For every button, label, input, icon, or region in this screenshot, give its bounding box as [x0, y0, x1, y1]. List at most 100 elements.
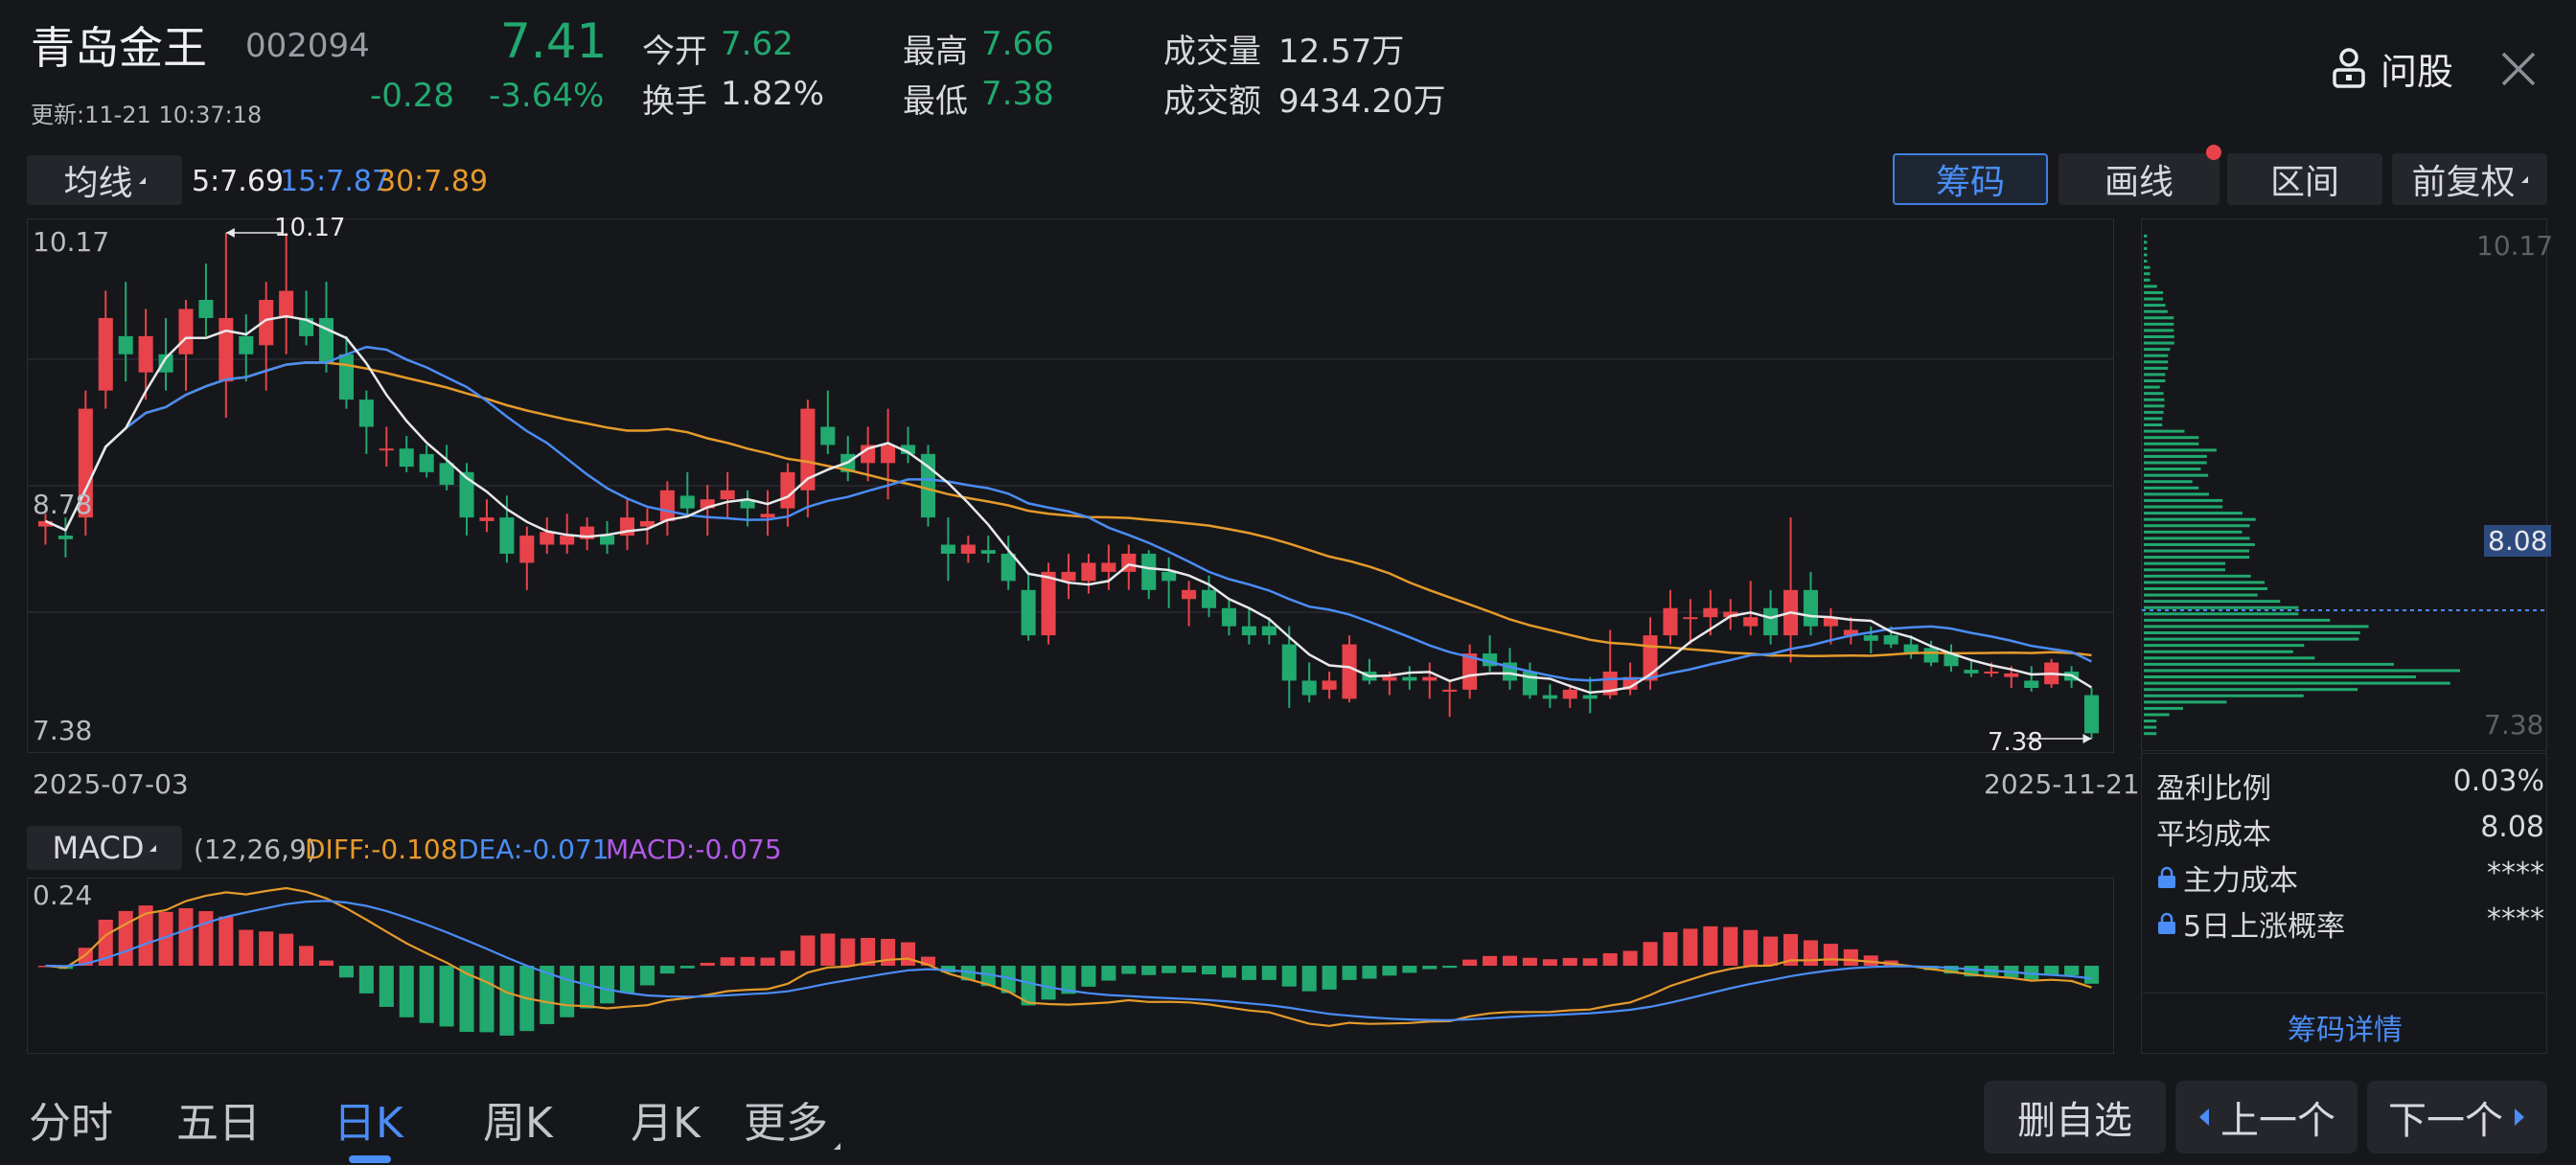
rise-prob-value: ****: [2487, 902, 2544, 936]
candle-body: [499, 517, 515, 554]
macd-bar: [1823, 944, 1838, 966]
macd-bar: [439, 966, 454, 1027]
chip-bar: [2144, 278, 2150, 282]
triangle-right-icon: [2515, 1108, 2524, 1126]
candle-body: [239, 335, 254, 354]
kline-chart[interactable]: [27, 218, 2114, 753]
chip-bar: [2144, 329, 2174, 332]
chip-bar: [2144, 650, 2293, 653]
macd-bar: [700, 962, 715, 966]
open-label: 今开: [642, 33, 707, 71]
macd-bar: [1422, 966, 1438, 970]
candle-body: [800, 408, 816, 491]
close-icon[interactable]: [2499, 50, 2538, 92]
candle-body: [1622, 676, 1638, 690]
candle-body: [1823, 617, 1838, 627]
prev-stock-button[interactable]: 上一个: [2175, 1081, 2358, 1154]
divider: [2143, 993, 2545, 994]
macd-bar: [338, 966, 354, 978]
chip-bar: [2144, 530, 2242, 534]
adjust-selector[interactable]: 前复权: [2392, 153, 2547, 205]
candle-body: [1261, 626, 1276, 636]
chip-distribution-panel: [2141, 218, 2547, 751]
chip-bar: [2144, 379, 2166, 383]
macd-bar: [1582, 958, 1598, 966]
candle-body: [1743, 617, 1759, 627]
candle-body: [820, 426, 836, 445]
chip-bar: [2144, 725, 2157, 729]
low-marker-label: 7.38: [1988, 728, 2043, 757]
macd-bar: [419, 966, 434, 1023]
macd-bar: [1643, 942, 1658, 966]
range-button[interactable]: 区间: [2227, 153, 2382, 205]
candle-body: [1442, 689, 1458, 692]
macd-bar: [1322, 966, 1337, 990]
high-label: 最高: [903, 33, 968, 71]
adjust-label: 前复权: [2411, 163, 2516, 202]
macd-bar: [178, 907, 194, 966]
chip-detail-link[interactable]: 筹码详情: [2288, 1014, 2403, 1047]
candle-body: [1422, 676, 1438, 681]
chip-bar: [2144, 272, 2150, 276]
chip-bar: [2144, 713, 2170, 717]
avg-cost-value: 8.08: [2480, 811, 2544, 844]
tab-weekly-k[interactable]: 周K: [483, 1099, 553, 1148]
draw-line-button[interactable]: 画线: [2058, 153, 2220, 205]
ma30-line: [44, 361, 2092, 658]
ma-selector[interactable]: 均线: [27, 155, 182, 205]
macd-bar: [1462, 959, 1478, 966]
chip-bar: [2144, 385, 2160, 389]
chip-bar: [2144, 473, 2209, 477]
chip-bar: [2144, 662, 2394, 666]
candle-body: [1322, 680, 1337, 690]
macd-macd: MACD:-0.075: [606, 834, 782, 865]
remove-watchlist-button[interactable]: 删自选: [1984, 1081, 2166, 1154]
chips-button[interactable]: 筹码: [1893, 153, 2048, 205]
candle-body: [1382, 676, 1397, 681]
candle-body: [459, 471, 474, 518]
chip-bar: [2144, 304, 2166, 308]
rise-prob-row[interactable]: 5日上涨概率 ****: [2156, 902, 2544, 945]
high-marker-label: 10.17: [274, 214, 346, 242]
candle-body: [700, 499, 715, 509]
macd-bar: [259, 931, 274, 966]
avg-cost-label: 平均成本: [2156, 818, 2271, 852]
candle-body: [901, 445, 916, 454]
tab-five-day[interactable]: 五日: [176, 1099, 261, 1148]
candle-body: [1141, 553, 1157, 590]
candle-body: [1281, 644, 1297, 681]
macd-bar: [1182, 966, 1197, 973]
dropdown-icon: [150, 844, 157, 852]
macd-svg: [37, 886, 2100, 1036]
macd-bar: [1261, 966, 1276, 980]
volume-label: 成交量: [1163, 33, 1261, 71]
macd-bar: [540, 966, 555, 1024]
tab-more[interactable]: 更多: [744, 1088, 840, 1150]
chip-bottom-label: 7.38: [2484, 709, 2544, 741]
tab-monthly-k[interactable]: 月K: [631, 1099, 701, 1148]
macd-bar: [318, 960, 334, 966]
chip-bar: [2144, 354, 2169, 357]
chip-bar: [2144, 581, 2266, 584]
macd-bar: [2024, 966, 2039, 980]
tab-intraday[interactable]: 分时: [29, 1099, 113, 1148]
next-stock-button[interactable]: 下一个: [2367, 1081, 2547, 1154]
macd-bar: [920, 956, 936, 966]
ma5-value: 5:7.69: [192, 165, 284, 198]
macd-bar: [1402, 966, 1417, 973]
macd-bar: [820, 933, 836, 966]
macd-bar: [239, 929, 254, 966]
main-cost-label: 主力成本: [2183, 864, 2298, 898]
ma15-value: 15:7.87: [280, 165, 391, 198]
candle-body: [279, 290, 294, 318]
main-cost-row[interactable]: 主力成本 ****: [2156, 857, 2544, 899]
chip-bar: [2144, 498, 2223, 502]
tab-daily-k[interactable]: 日K: [334, 1099, 403, 1148]
macd-chart[interactable]: [27, 878, 2114, 1054]
chip-bar: [2144, 537, 2250, 540]
high-marker-head: [225, 228, 235, 238]
candle-body: [358, 400, 374, 427]
macd-selector[interactable]: MACD: [27, 826, 182, 870]
ask-stock-button[interactable]: 问股: [2327, 42, 2453, 95]
macd-bar: [639, 966, 655, 986]
